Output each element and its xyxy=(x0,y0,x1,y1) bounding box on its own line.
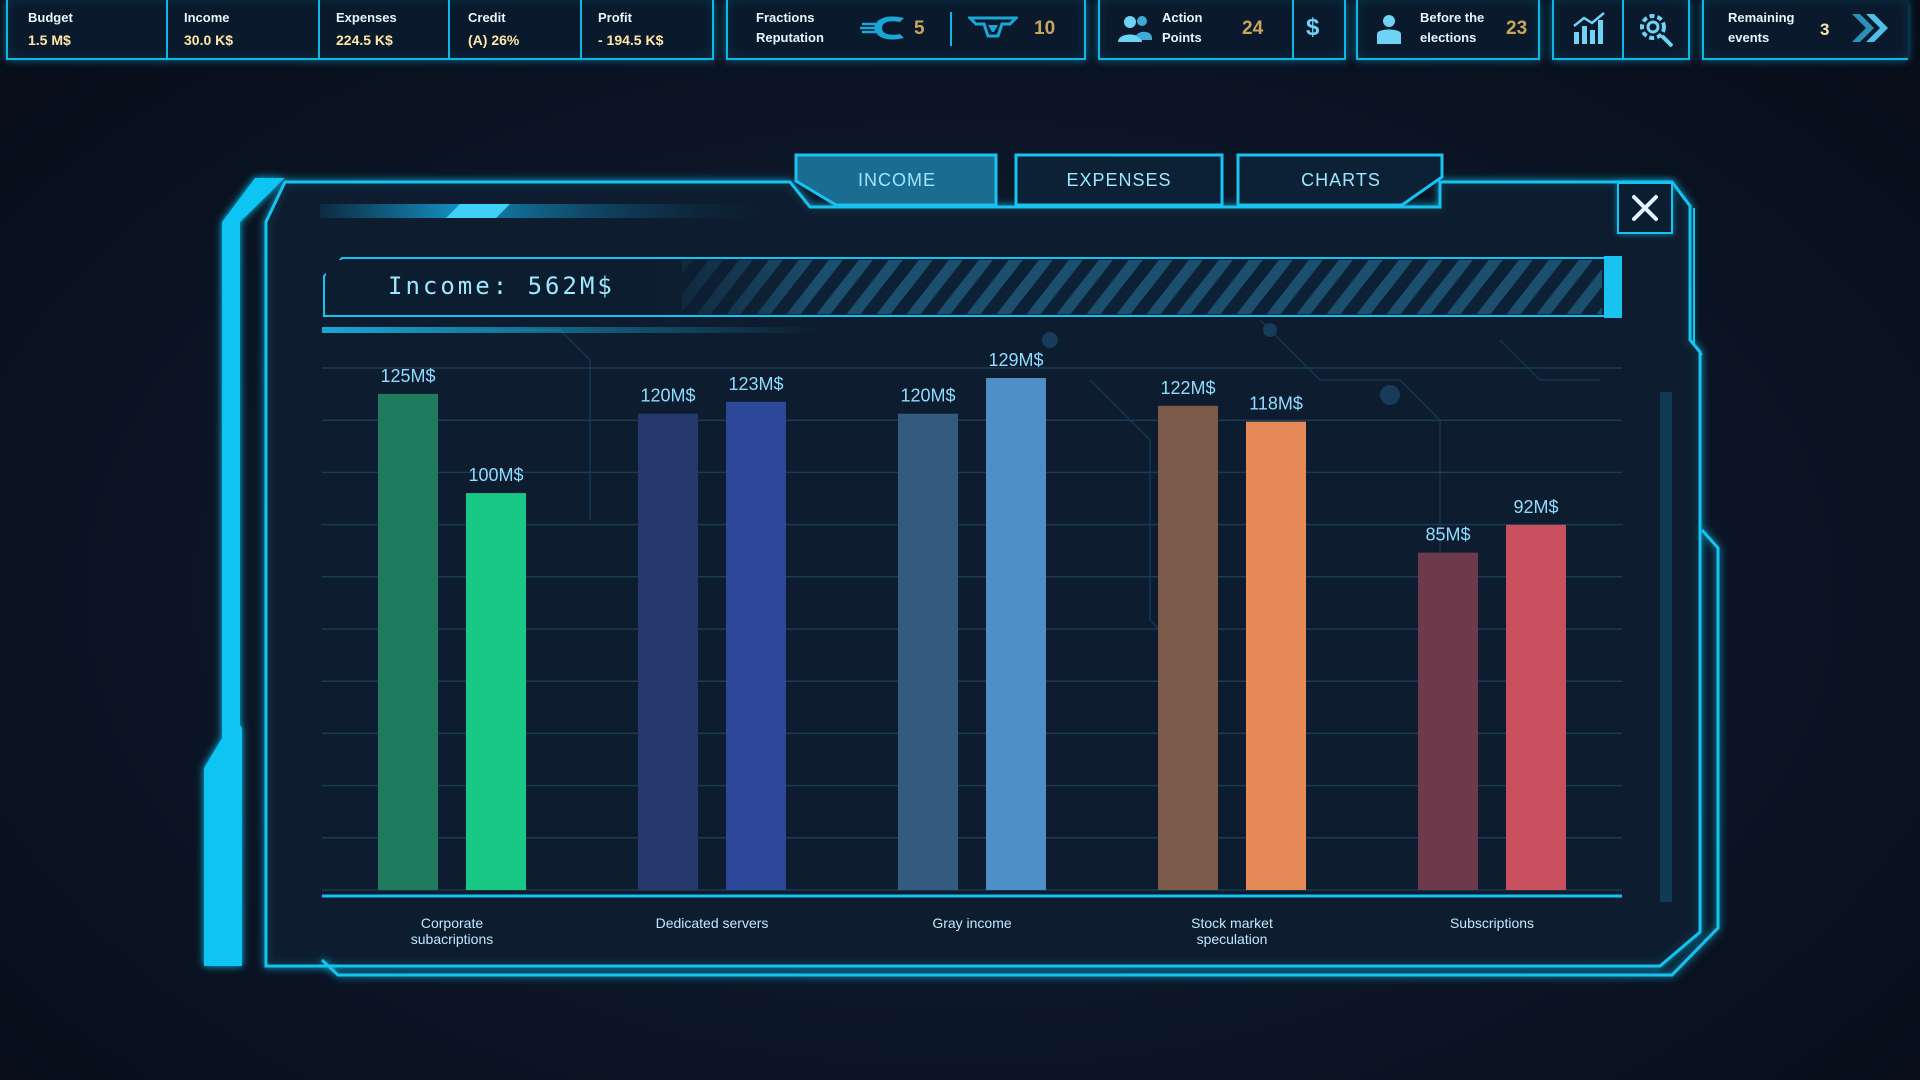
remaining-events-group[interactable]: Remaining events 3 xyxy=(1702,0,1908,60)
elections-label-line1: Before the xyxy=(1420,10,1485,25)
expenses-cell[interactable]: Expenses 224.5 K$ xyxy=(320,0,450,58)
tab-charts-label: CHARTS xyxy=(1301,169,1381,190)
income-cell[interactable]: Income 30.0 K$ xyxy=(168,0,320,58)
tab-income-label: INCOME xyxy=(858,169,936,190)
remaining-events-label-line1: Remaining xyxy=(1728,10,1795,25)
top-hud: Budget 1.5 M$ Income 30.0 K$ Expenses 22… xyxy=(0,0,1920,64)
close-icon xyxy=(1632,195,1658,221)
faction1-value: 5 xyxy=(914,18,925,39)
budget-cell[interactable]: Budget 1.5 M$ xyxy=(8,0,168,58)
budget-label: Budget xyxy=(28,10,73,25)
bar xyxy=(1506,524,1566,890)
faction-divider xyxy=(950,12,952,46)
category-label: Subscriptions xyxy=(1450,915,1534,931)
bar-value-label: 125M$ xyxy=(380,366,435,386)
bar xyxy=(378,393,438,890)
bar xyxy=(638,413,698,890)
tools-divider xyxy=(1622,0,1624,58)
income-header-bar xyxy=(322,256,1622,318)
candidate-icon xyxy=(1376,14,1402,44)
action-points-label-line1: Action xyxy=(1162,10,1203,25)
tab-income[interactable]: INCOME xyxy=(790,153,1004,207)
action-points-group[interactable]: Action Points 24 $ xyxy=(1098,0,1346,60)
category-label: Gray income xyxy=(932,915,1012,931)
income-header-underline xyxy=(322,327,822,333)
bar xyxy=(726,401,786,890)
bar xyxy=(1418,552,1478,890)
bar xyxy=(1246,421,1306,890)
credit-label: Credit xyxy=(468,10,506,25)
finance-group: Budget 1.5 M$ Income 30.0 K$ Expenses 22… xyxy=(6,0,714,60)
income-value: 30.0 K$ xyxy=(184,32,234,48)
expenses-value: 224.5 K$ xyxy=(336,32,393,48)
faction2-value: 10 xyxy=(1034,18,1056,39)
fractions-group[interactable]: Fractions Reputation 5 10 xyxy=(726,0,1086,60)
bar-value-label: 120M$ xyxy=(900,386,955,406)
close-button[interactable] xyxy=(1617,182,1673,234)
bar xyxy=(1158,405,1218,890)
settings-gear-icon[interactable] xyxy=(1636,10,1674,48)
bar xyxy=(986,378,1046,890)
bar-value-label: 129M$ xyxy=(988,350,1043,370)
bar-value-label: 92M$ xyxy=(1513,497,1558,517)
tab-expenses[interactable]: EXPENSES xyxy=(1012,153,1226,207)
elections-value: 23 xyxy=(1506,18,1528,39)
income-total-title: Income: 562M$ xyxy=(388,272,615,300)
faction-claw-icon xyxy=(860,14,906,42)
next-chevrons-icon[interactable] xyxy=(1850,12,1892,44)
stats-chart-icon[interactable] xyxy=(1572,12,1606,44)
income-label: Income xyxy=(184,10,230,25)
bar xyxy=(466,493,526,890)
bar xyxy=(898,413,958,890)
profit-value: - 194.5 K$ xyxy=(598,32,664,48)
currency-button[interactable]: $ xyxy=(1306,14,1320,41)
remaining-events-label-line2: events xyxy=(1728,30,1770,45)
profit-label: Profit xyxy=(598,10,632,25)
bar-value-label: 118M$ xyxy=(1249,394,1303,414)
remaining-events-value: 3 xyxy=(1820,20,1830,39)
category-label: Dedicated servers xyxy=(656,915,769,931)
tab-income-shape xyxy=(794,153,998,207)
credit-value: (A) 26% xyxy=(468,32,520,48)
action-points-label-line2: Points xyxy=(1162,30,1202,45)
tab-expenses-label: EXPENSES xyxy=(1066,169,1172,190)
fractions-label-line1: Fractions xyxy=(756,10,815,25)
action-points-value: 24 xyxy=(1242,18,1264,39)
people-icon xyxy=(1118,14,1152,42)
bar-value-label: 100M$ xyxy=(468,465,523,485)
tools-group xyxy=(1552,0,1690,60)
bar-value-label: 120M$ xyxy=(640,386,695,406)
elections-group[interactable]: Before the elections 23 xyxy=(1356,0,1540,60)
tab-charts[interactable]: CHARTS xyxy=(1234,153,1448,207)
category-label: Corporate xyxy=(421,915,483,931)
category-label: Stock market xyxy=(1191,915,1273,931)
bar-value-label: 123M$ xyxy=(728,374,783,394)
tab-expenses-shape xyxy=(1014,153,1224,207)
fractions-label-line2: Reputation xyxy=(756,30,824,45)
bar-value-label: 85M$ xyxy=(1425,525,1470,545)
faction-wings-icon xyxy=(968,16,1018,40)
profit-cell[interactable]: Profit - 194.5 K$ xyxy=(582,0,712,58)
bar-value-label: 122M$ xyxy=(1160,378,1215,398)
category-label: speculation xyxy=(1197,931,1268,947)
elections-label-line2: elections xyxy=(1420,30,1477,45)
action-points-divider xyxy=(1292,0,1294,58)
expenses-label: Expenses xyxy=(336,10,397,25)
credit-cell[interactable]: Credit (A) 26% xyxy=(450,0,582,58)
category-label: subacriptions xyxy=(411,931,494,947)
budget-value: 1.5 M$ xyxy=(28,32,71,48)
tab-charts-shape xyxy=(1236,153,1444,207)
